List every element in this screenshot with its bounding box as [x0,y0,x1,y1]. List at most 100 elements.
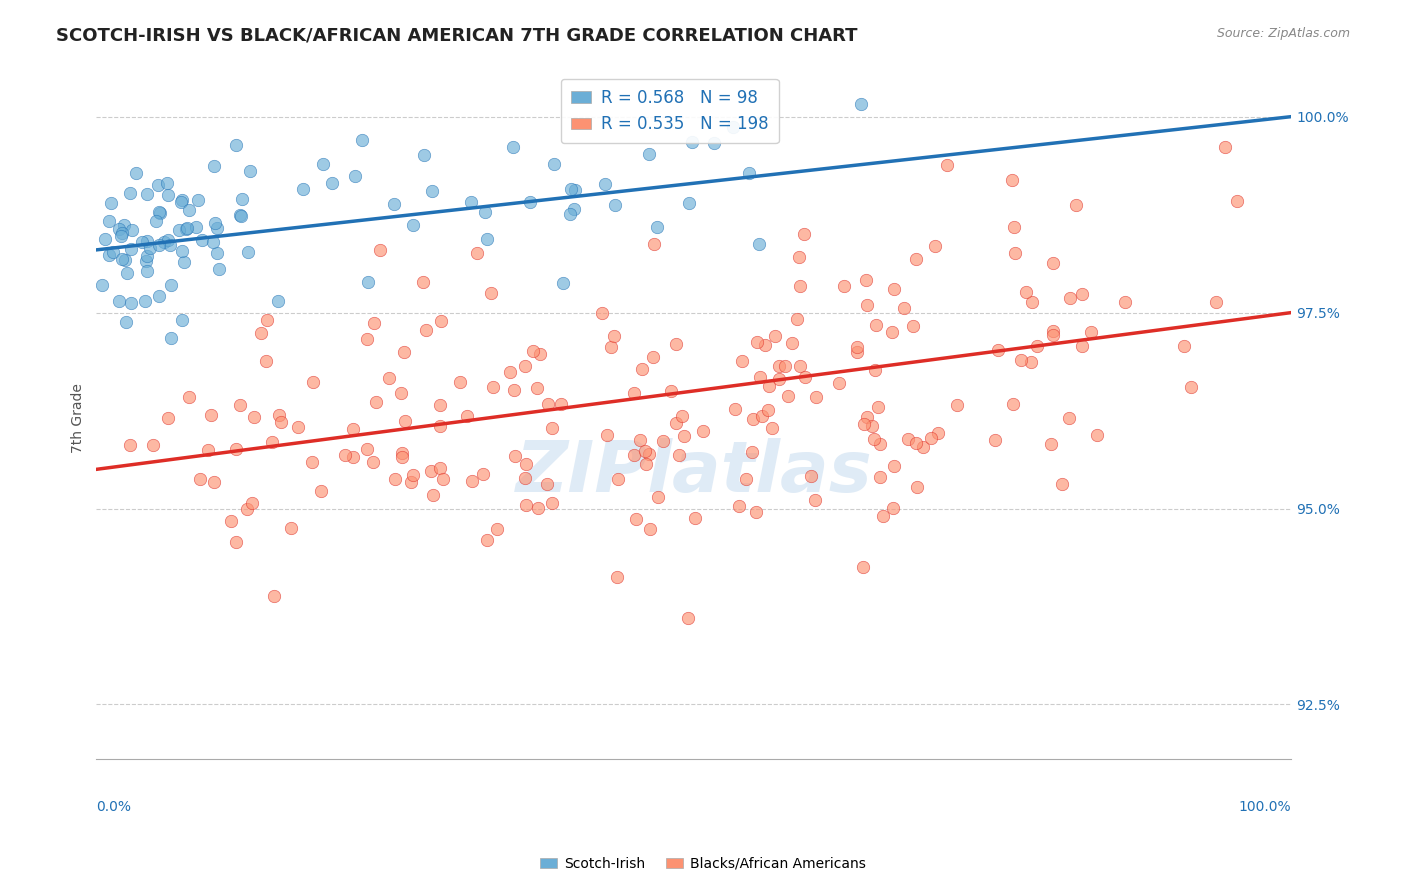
Point [1085,428,1108,442]
Point [1059,292,1081,306]
Point [229,398,252,412]
Point [415,323,437,337]
Point [309,483,332,498]
Point [678,195,700,210]
Point [865,318,887,332]
Point [115,314,138,328]
Point [235,502,257,516]
Point [142,437,165,451]
Point [432,472,454,486]
Point [946,398,969,412]
Point [207,221,229,235]
Point [472,467,495,481]
Point [402,468,425,483]
Point [120,243,142,257]
Text: SCOTCH-IRISH VS BLACK/AFRICAN AMERICAN 7TH GRADE CORRELATION CHART: SCOTCH-IRISH VS BLACK/AFRICAN AMERICAN 7… [56,27,858,45]
Point [239,164,262,178]
Point [225,442,247,456]
Point [159,331,181,345]
Point [1050,477,1073,491]
Point [1080,325,1102,339]
Point [800,469,823,483]
Point [773,359,796,373]
Point [681,135,703,149]
Point [541,495,564,509]
Point [202,235,225,249]
Point [179,203,201,218]
Point [112,218,135,232]
Point [502,140,524,154]
Point [422,488,444,502]
Point [176,220,198,235]
Point [287,420,309,434]
Point [562,202,585,216]
Point [763,328,786,343]
Point [745,334,768,349]
Point [1114,294,1136,309]
Point [136,264,159,278]
Text: Source: ZipAtlas.com: Source: ZipAtlas.com [1216,27,1350,40]
Point [1000,173,1022,187]
Point [429,314,451,328]
Point [731,354,754,368]
Point [735,472,758,486]
Point [190,473,212,487]
Point [751,409,773,424]
Point [191,233,214,247]
Point [135,254,157,268]
Point [883,282,905,296]
Point [156,233,179,247]
Point [394,414,416,428]
Point [460,194,482,209]
Point [1180,380,1202,394]
Point [100,196,122,211]
Point [768,371,790,385]
Point [97,214,120,228]
Point [845,345,868,359]
Point [146,178,169,193]
Point [167,223,190,237]
Point [219,515,242,529]
Point [605,198,627,212]
Point [607,471,630,485]
Point [170,195,193,210]
Point [342,450,364,465]
Point [361,455,384,469]
Point [159,237,181,252]
Point [723,120,745,134]
Point [243,410,266,425]
Point [412,275,434,289]
Point [200,408,222,422]
Point [768,359,790,374]
Point [108,293,131,308]
Point [593,177,616,191]
Point [263,589,285,603]
Point [333,448,356,462]
Point [683,511,706,525]
Point [869,436,891,450]
Point [786,311,808,326]
Point [115,266,138,280]
Point [231,209,253,223]
Point [174,222,197,236]
Point [356,442,378,457]
Point [703,136,725,150]
Point [1039,437,1062,451]
Point [527,501,550,516]
Point [529,347,551,361]
Point [256,312,278,326]
Point [485,522,508,536]
Point [368,243,391,257]
Point [515,498,537,512]
Point [987,343,1010,357]
Point [321,177,343,191]
Point [280,521,302,535]
Point [111,252,134,267]
Point [481,379,503,393]
Point [659,384,682,399]
Point [599,340,621,354]
Point [904,252,927,266]
Point [558,207,581,221]
Point [389,386,412,401]
Point [91,277,114,292]
